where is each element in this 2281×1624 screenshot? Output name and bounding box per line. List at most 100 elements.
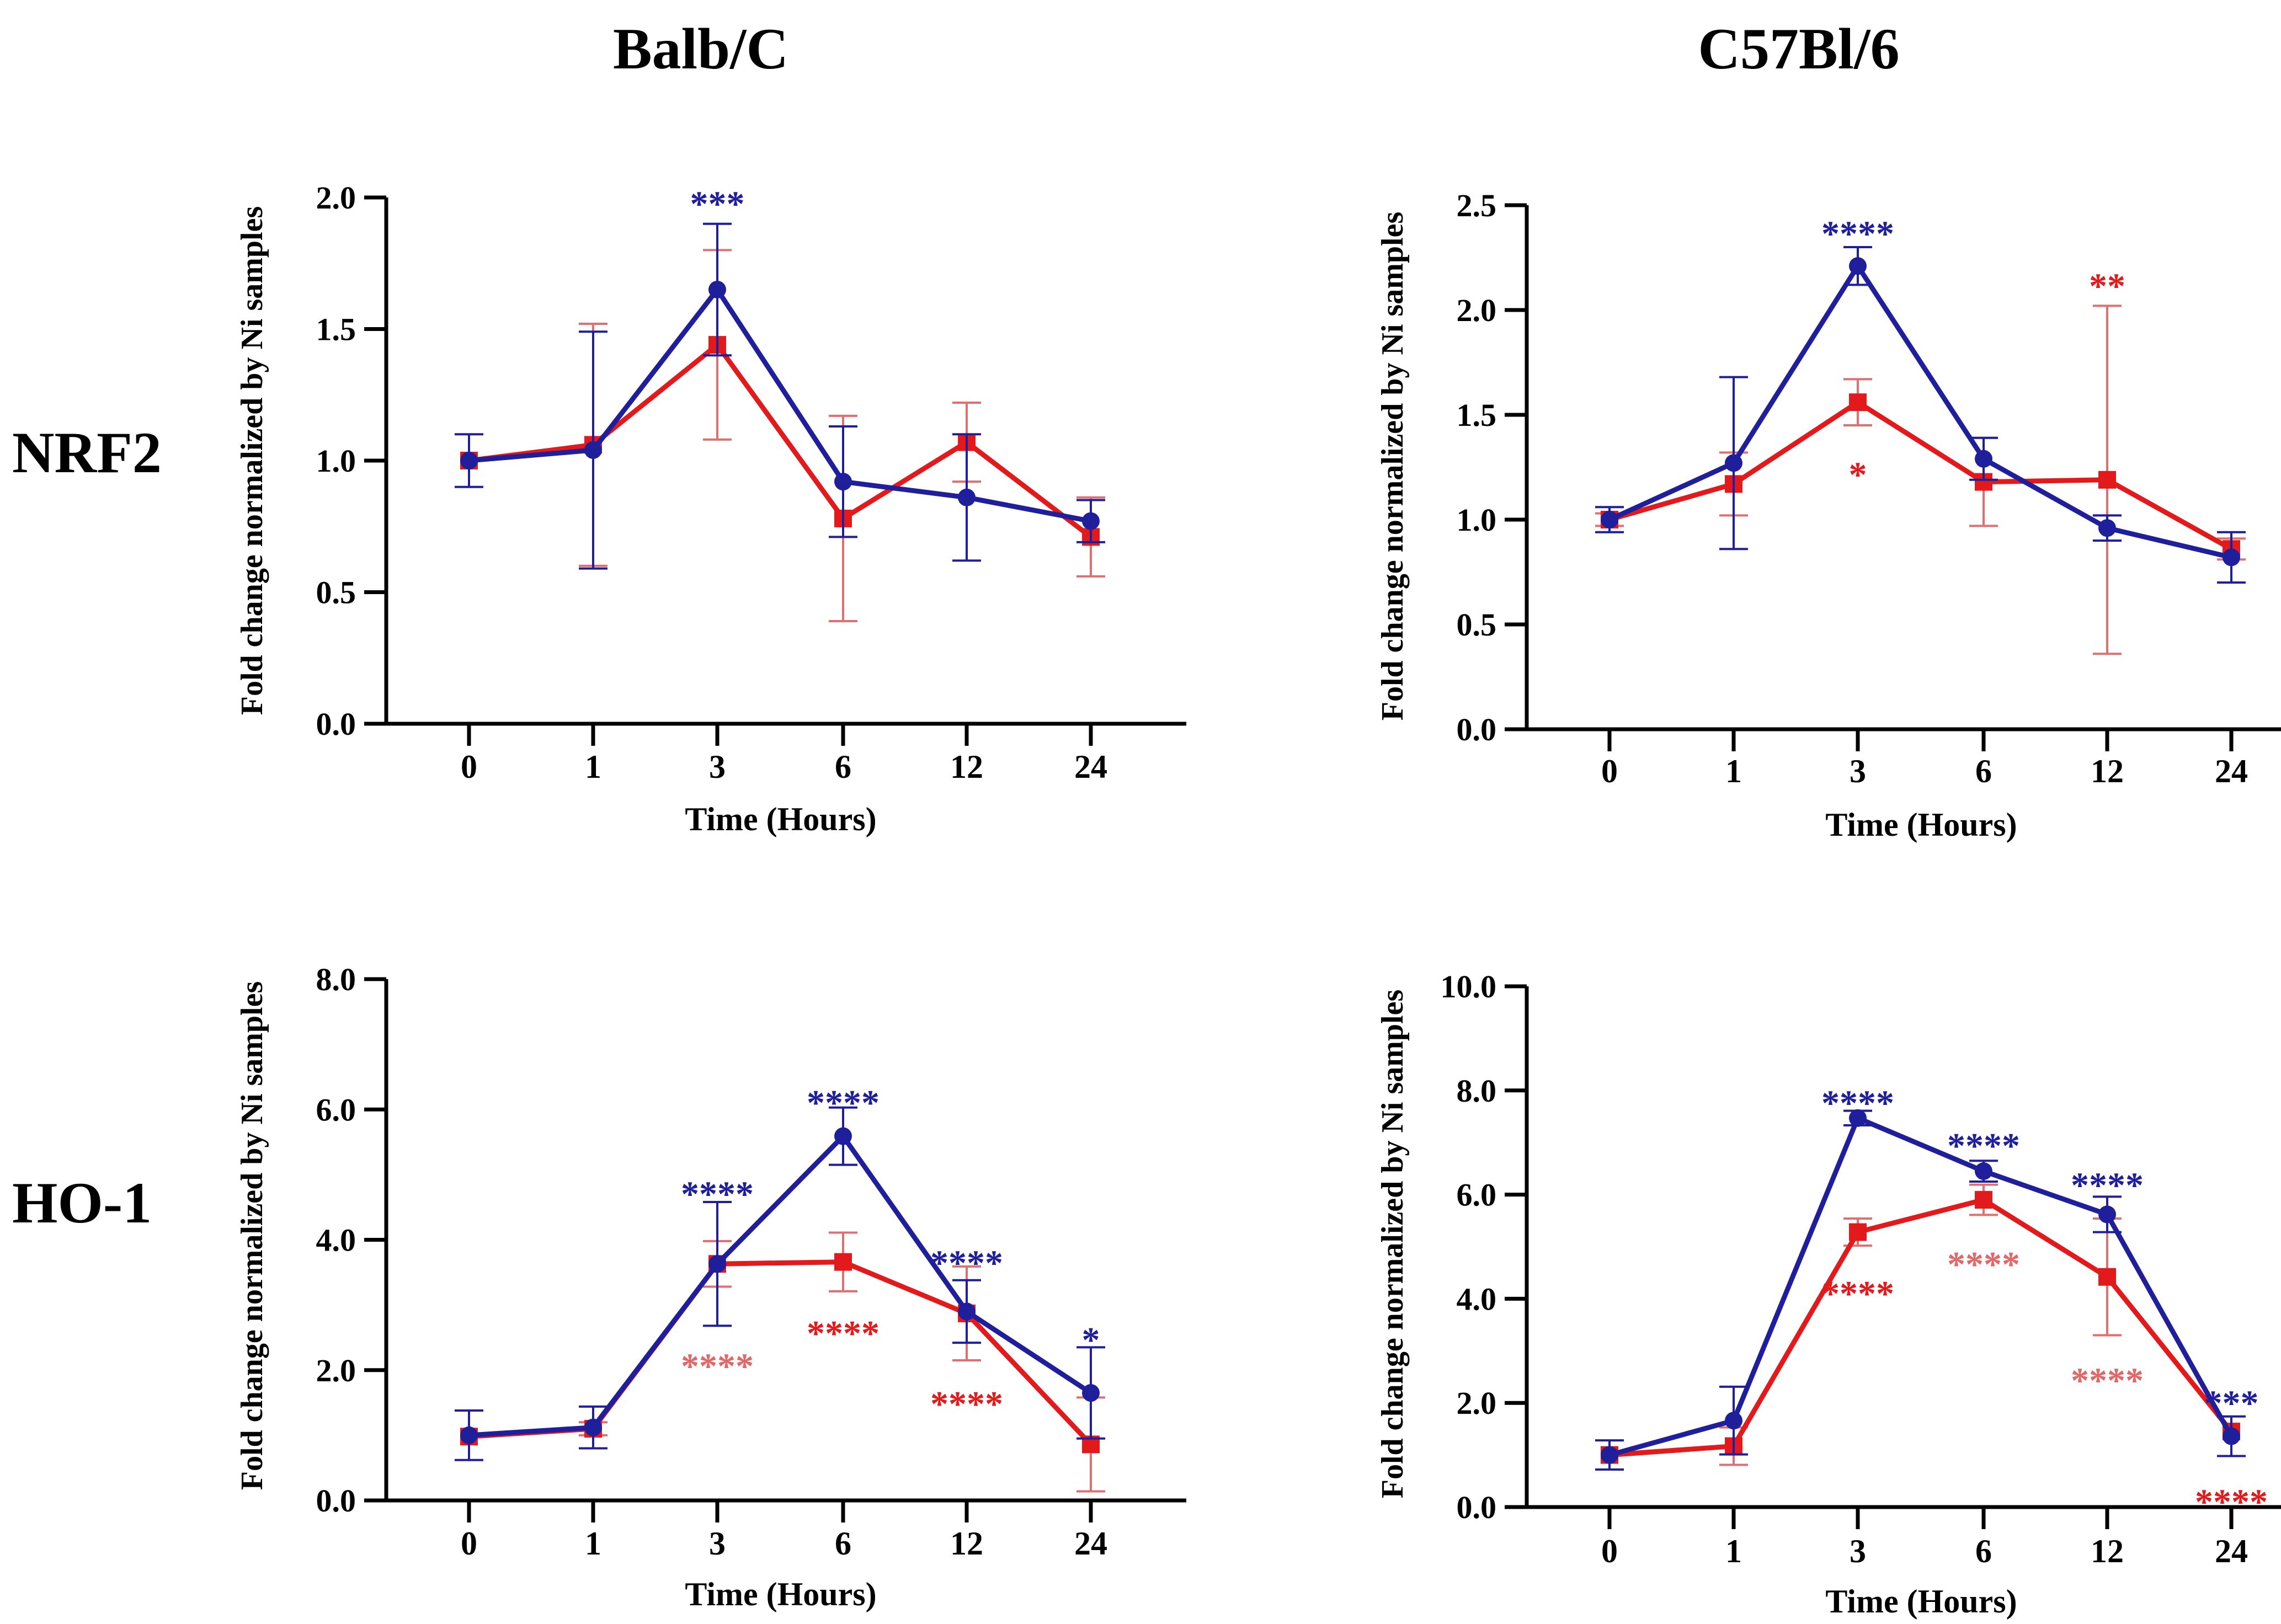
y-tick-label: 6.0 [316, 1092, 356, 1128]
y-tick-label: 4.0 [316, 1222, 356, 1258]
x-tick-label: 3 [709, 749, 726, 785]
series-line-blue [1608, 263, 2232, 560]
y-tick-label: 8.0 [316, 961, 356, 997]
data-point-red [1975, 1191, 1992, 1209]
y-tick-label: 0.0 [316, 706, 356, 742]
data-point-blue [584, 441, 602, 459]
data-point-blue [1082, 512, 1100, 530]
significance-label: *** [2204, 1383, 2259, 1423]
data-point-blue [1601, 1446, 1618, 1464]
data-point-blue [1849, 257, 1867, 275]
x-tick-label: 12 [950, 749, 983, 785]
series-line-red [1608, 399, 2233, 552]
x-tick-label: 1 [585, 749, 601, 785]
chart-panel-nrf2-c57: 0.0 0.5 1.0 1.5 2.0 2.5 0 1 3 6 12 24 Time (Hours) Fo… [1140, 0, 2281, 850]
data-point-blue [460, 1426, 478, 1444]
y-tick-label: 0.0 [1457, 1489, 1497, 1525]
row-title-nrf2: NRF2 [12, 420, 162, 485]
x-axis-label: Time (Hours) [1825, 806, 2017, 843]
data-point-blue [834, 473, 852, 491]
series-line-blue [468, 1134, 1092, 1438]
x-tick-label: 3 [709, 1525, 726, 1562]
x-tick-label: 24 [2215, 753, 2248, 789]
significance-label: **** [807, 1313, 880, 1354]
x-tick-label: 24 [1074, 1525, 1107, 1562]
data-point-red [1849, 1223, 1867, 1241]
significance-label: **** [681, 1174, 754, 1214]
significance-label: **** [2071, 1166, 2144, 1206]
y-tick-label: 2.0 [316, 180, 356, 216]
series-line-blue [468, 287, 1091, 524]
y-axis-label: Fold change normalized by Ni samples [235, 981, 269, 1490]
x-tick-label: 24 [2215, 1533, 2248, 1569]
significance-label: **** [681, 1346, 754, 1386]
x-axis-label: Time (Hours) [685, 1576, 876, 1612]
y-tick-label: 1.5 [1457, 397, 1497, 433]
x-tick-label: 3 [1850, 1533, 1866, 1569]
data-point-red [1849, 393, 1867, 412]
x-tick-label: 0 [461, 749, 477, 785]
x-tick-label: 1 [1725, 1533, 1742, 1569]
significance-label: **** [2195, 1482, 2268, 1522]
x-tick-label: 12 [2091, 1533, 2124, 1569]
y-tick-label: 2.0 [1457, 1385, 1497, 1421]
x-tick-label: 1 [1725, 753, 1742, 789]
chart-nrf2-c57: 0.0 0.5 1.0 1.5 2.0 2.5 0 1 3 6 12 24 Time (Hours) Fo… [1376, 188, 2281, 843]
y-tick-label: 2.5 [1457, 188, 1497, 223]
x-tick-label: 24 [1074, 749, 1107, 785]
data-point-blue [1601, 511, 1618, 528]
data-point-blue [1725, 454, 1742, 472]
x-tick-label: 6 [1975, 1533, 1992, 1569]
y-tick-label: 0.5 [316, 575, 356, 611]
y-axis-label: Fold change normalized by Ni samples [1376, 212, 1410, 720]
y-tick-label: 1.0 [316, 443, 356, 479]
significance-label: **** [1947, 1126, 2020, 1166]
significance-label: **** [2071, 1361, 2144, 1401]
x-axis-label: Time (Hours) [685, 801, 876, 837]
significance-label: ** [2089, 266, 2125, 306]
data-point-red [2098, 471, 2116, 489]
significance-label: **** [930, 1243, 1003, 1284]
data-point-blue [584, 1418, 602, 1436]
y-tick-label: 2.0 [316, 1353, 356, 1388]
chart-ho1-balbc: 0.0 2.0 4.0 6.0 8.0 0 1 3 6 12 24 Time (Hours) Fold … [235, 961, 1186, 1612]
data-point-blue [1849, 1109, 1867, 1127]
x-tick-label: 1 [585, 1525, 601, 1562]
x-tick-label: 0 [1601, 1533, 1618, 1569]
significance-label: **** [930, 1384, 1003, 1424]
data-point-blue [708, 1255, 726, 1273]
data-point-blue [1975, 1162, 1992, 1180]
data-point-blue [834, 1127, 852, 1145]
significance-label: * [1849, 455, 1867, 495]
y-tick-label: 6.0 [1457, 1177, 1497, 1213]
row-title-ho1: HO-1 [12, 1171, 152, 1235]
chart-panel-ho1-balbc: 0.0 2.0 4.0 6.0 8.0 0 1 3 6 12 24 Time (Hours) Fold … [0, 850, 1186, 1624]
data-point-blue [2098, 1205, 2116, 1224]
data-point-blue [708, 280, 726, 298]
x-tick-label: 12 [950, 1525, 983, 1562]
x-tick-label: 6 [835, 1525, 851, 1562]
data-point-blue [958, 1302, 976, 1321]
column-title-c57bl6: C57Bl/6 [1698, 17, 1900, 81]
y-tick-label: 0.0 [1457, 712, 1497, 747]
y-axis-label: Fold change normalized by Ni samples [235, 206, 269, 715]
y-tick-label: 10.0 [1441, 969, 1497, 1005]
y-tick-label: 8.0 [1457, 1073, 1497, 1109]
y-tick-label: 1.5 [316, 312, 356, 348]
series-line-red [1609, 1197, 2234, 1458]
data-point-blue [958, 488, 976, 506]
chart-ho1-c57: 0.0 2.0 4.0 6.0 8.0 10.0 0 1 3 6 12 24 Time (Hours) F… [1376, 969, 2281, 1620]
x-tick-label: 0 [461, 1525, 477, 1562]
x-tick-label: 3 [1850, 753, 1866, 789]
significance-label: **** [807, 1083, 880, 1123]
y-tick-label: 2.0 [1457, 292, 1497, 328]
y-tick-label: 1.0 [1457, 502, 1497, 538]
data-point-blue [1082, 1384, 1100, 1402]
series-line-red [468, 342, 1092, 539]
x-tick-label: 6 [835, 749, 851, 785]
significance-label: **** [1947, 1244, 2020, 1285]
chart-panel-ho1-c57: 0.0 2.0 4.0 6.0 8.0 10.0 0 1 3 6 12 24 Time (Hours) F… [1140, 850, 2281, 1624]
y-tick-label: 0.5 [1457, 607, 1497, 643]
x-tick-label: 0 [1601, 753, 1618, 789]
significance-label: **** [1821, 1274, 1894, 1314]
